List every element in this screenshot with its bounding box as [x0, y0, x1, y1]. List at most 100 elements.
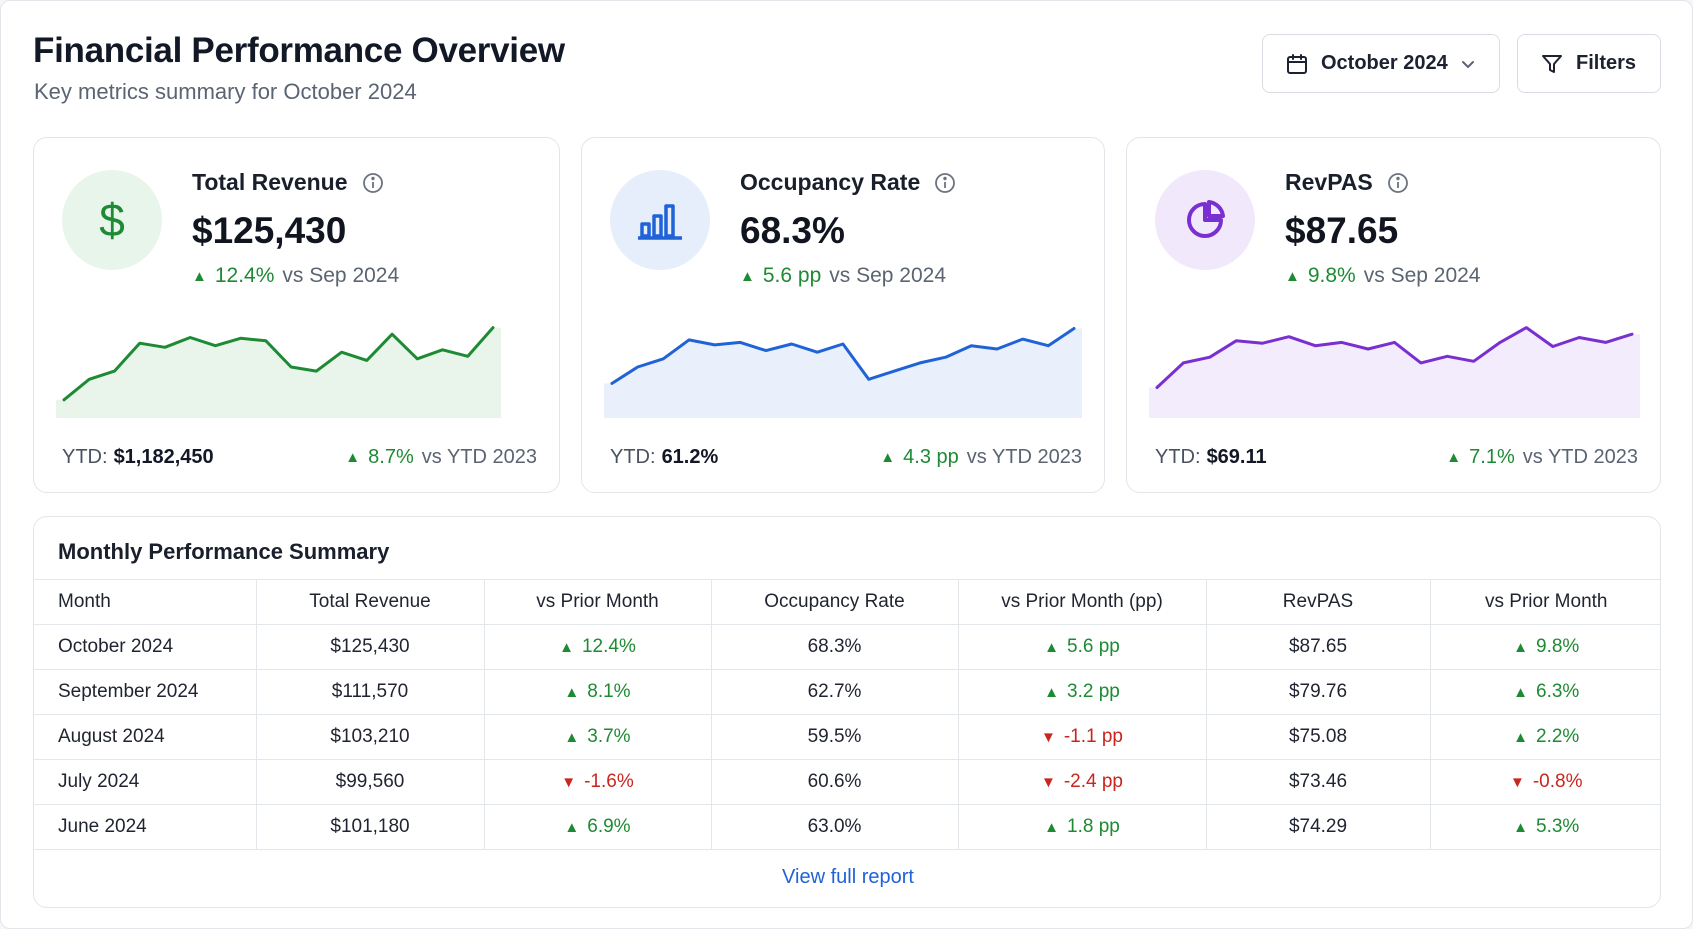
table-cell: 63.0%: [711, 804, 959, 850]
metric-value: $87.65: [1285, 210, 1399, 251]
ytd-value: 61.2%: [661, 446, 719, 468]
page-title: Financial Performance Overview: [33, 31, 565, 70]
date-picker-button[interactable]: October 2024: [1262, 34, 1500, 93]
table-cell: 60.6%: [711, 759, 959, 805]
table-row: June 2024 $101,180 ▲ 6.9% 63.0% ▲ 1.8 pp $74.29…: [34, 804, 1660, 850]
metric-change: ▲ 5.6 pp vs Sep 2024: [740, 264, 946, 288]
metric-value: 68.3%: [740, 210, 845, 251]
sparkline-line: [610, 327, 1076, 385]
column-header: vs Prior Month: [1430, 579, 1660, 625]
table-cell: ▲ 3.2 pp: [958, 669, 1207, 715]
metric-change: ▲ 9.8% vs Sep 2024: [1285, 264, 1481, 288]
column-header: vs Prior Month: [484, 579, 712, 625]
column-header: vs Prior Month (pp): [958, 579, 1207, 625]
metric-title-text: Occupancy Rate: [740, 169, 921, 195]
sparkline: [1149, 326, 1640, 418]
info-icon[interactable]: [362, 172, 384, 194]
table-cell: $101,180: [256, 804, 485, 850]
monthly-summary-table: Month Total Revenue vs Prior Month Occup…: [34, 579, 1660, 850]
dollar-icon: $: [99, 196, 125, 244]
change-value: ▲ 1.8 pp: [1044, 816, 1120, 838]
table-cell: ▲ 2.2%: [1430, 714, 1660, 760]
table-cell: ▼ -0.8%: [1430, 759, 1660, 805]
table-row: July 2024 $99,560 ▼ -1.6% 60.6% ▼ -2.4 pp $73.4…: [34, 759, 1660, 805]
table-row: September 2024 $111,570 ▲ 8.1% 62.7% ▲ 3.2 pp $…: [34, 669, 1660, 715]
table-cell: $75.08: [1206, 714, 1431, 760]
up-arrow-icon: ▲: [880, 449, 896, 466]
table-cell: August 2024: [34, 714, 257, 760]
change-text: 8.1%: [587, 681, 631, 703]
table-cell: 68.3%: [711, 624, 959, 670]
change-text: 1.8 pp: [1067, 816, 1120, 838]
change-value: ▲ 3.7%: [564, 726, 630, 748]
metric-change-value: 9.8%: [1307, 264, 1356, 287]
metric-change-suffix: vs Sep 2024: [829, 264, 947, 287]
table-cell: September 2024: [34, 669, 257, 715]
table-cell: $111,570: [256, 669, 485, 715]
change-text: 3.7%: [587, 726, 631, 748]
table-cell: October 2024: [34, 624, 257, 670]
table-cell: $103,210: [256, 714, 485, 760]
ytd-change-suffix: vs YTD 2023: [1522, 446, 1638, 468]
metric-title-text: Total Revenue: [192, 169, 348, 195]
down-arrow-icon: ▼: [1510, 773, 1525, 791]
up-arrow-icon: ▲: [1513, 818, 1529, 836]
filters-button[interactable]: Filters: [1517, 34, 1661, 93]
metric-change-value: 12.4%: [214, 264, 275, 287]
sparkline-area: [1149, 327, 1640, 418]
pie-chart-icon: [1187, 200, 1225, 238]
change-value: ▲ 9.8%: [1513, 636, 1579, 658]
metric-card-revpas: RevPAS $87.65 ▲ 9.8% vs Sep 2024 YTD: $69…: [1126, 137, 1661, 493]
up-arrow-icon: ▲: [1513, 638, 1529, 656]
change-text: -1.1 pp: [1063, 726, 1123, 748]
table-cell: ▼ -1.1 pp: [958, 714, 1207, 760]
calendar-icon: [1287, 53, 1307, 74]
table-cell: ▼ -2.4 pp: [958, 759, 1207, 805]
up-arrow-icon: ▲: [1044, 638, 1060, 656]
up-arrow-icon: ▲: [1285, 267, 1300, 285]
ytd-change-suffix: vs YTD 2023: [966, 446, 1082, 468]
up-arrow-icon: ▲: [345, 449, 361, 466]
view-full-report-link[interactable]: View full report: [782, 866, 914, 888]
table-cell: June 2024: [34, 804, 257, 850]
change-text: 6.9%: [587, 816, 631, 838]
ytd-change-value: 7.1%: [1469, 446, 1515, 468]
up-arrow-icon: ▲: [559, 638, 574, 656]
ytd-change: ▲ 8.7% vs YTD 2023: [345, 446, 537, 469]
bar-chart-icon: [638, 204, 682, 240]
ytd-value: $1,182,450: [113, 446, 214, 468]
metric-title-text: RevPAS: [1285, 169, 1373, 195]
ytd-label: YTD:: [62, 446, 108, 468]
table-cell: $74.29: [1206, 804, 1431, 850]
info-icon[interactable]: [1387, 172, 1409, 194]
change-value: ▲ 6.3%: [1513, 681, 1579, 703]
info-icon[interactable]: [934, 172, 956, 194]
metric-title: RevPAS: [1285, 169, 1409, 196]
table-cell: $125,430: [256, 624, 485, 670]
column-header: Month: [34, 579, 257, 625]
up-arrow-icon: ▲: [1513, 683, 1529, 701]
table-cell: ▲ 5.6 pp: [958, 624, 1207, 670]
metric-card-total-revenue: $ Total Revenue $125,430 ▲ 12.4% vs Sep …: [33, 137, 560, 493]
up-arrow-icon: ▲: [192, 267, 207, 285]
bar-chart-icon-badge: [610, 170, 710, 270]
change-text: -0.8%: [1532, 771, 1583, 793]
up-arrow-icon: ▲: [1513, 728, 1529, 746]
change-value: ▼ -1.1 pp: [1041, 726, 1123, 748]
table-cell: July 2024: [34, 759, 257, 805]
change-value: ▲ 3.2 pp: [1044, 681, 1120, 703]
table-cell: ▲ 12.4%: [484, 624, 712, 670]
up-arrow-icon: ▲: [564, 818, 580, 836]
column-header: Occupancy Rate: [711, 579, 959, 625]
pie-chart-icon-badge: [1155, 170, 1255, 270]
change-value: ▲ 12.4%: [559, 636, 636, 658]
down-arrow-icon: ▼: [561, 773, 577, 791]
up-arrow-icon: ▲: [564, 683, 580, 701]
change-text: 2.2%: [1536, 726, 1580, 748]
sparkline-area: [56, 327, 501, 418]
table-cell: ▼ -1.6%: [484, 759, 712, 805]
table-cell: $87.65: [1206, 624, 1431, 670]
change-text: -1.6%: [584, 771, 634, 793]
ytd-change: ▲ 7.1% vs YTD 2023: [1446, 446, 1638, 469]
